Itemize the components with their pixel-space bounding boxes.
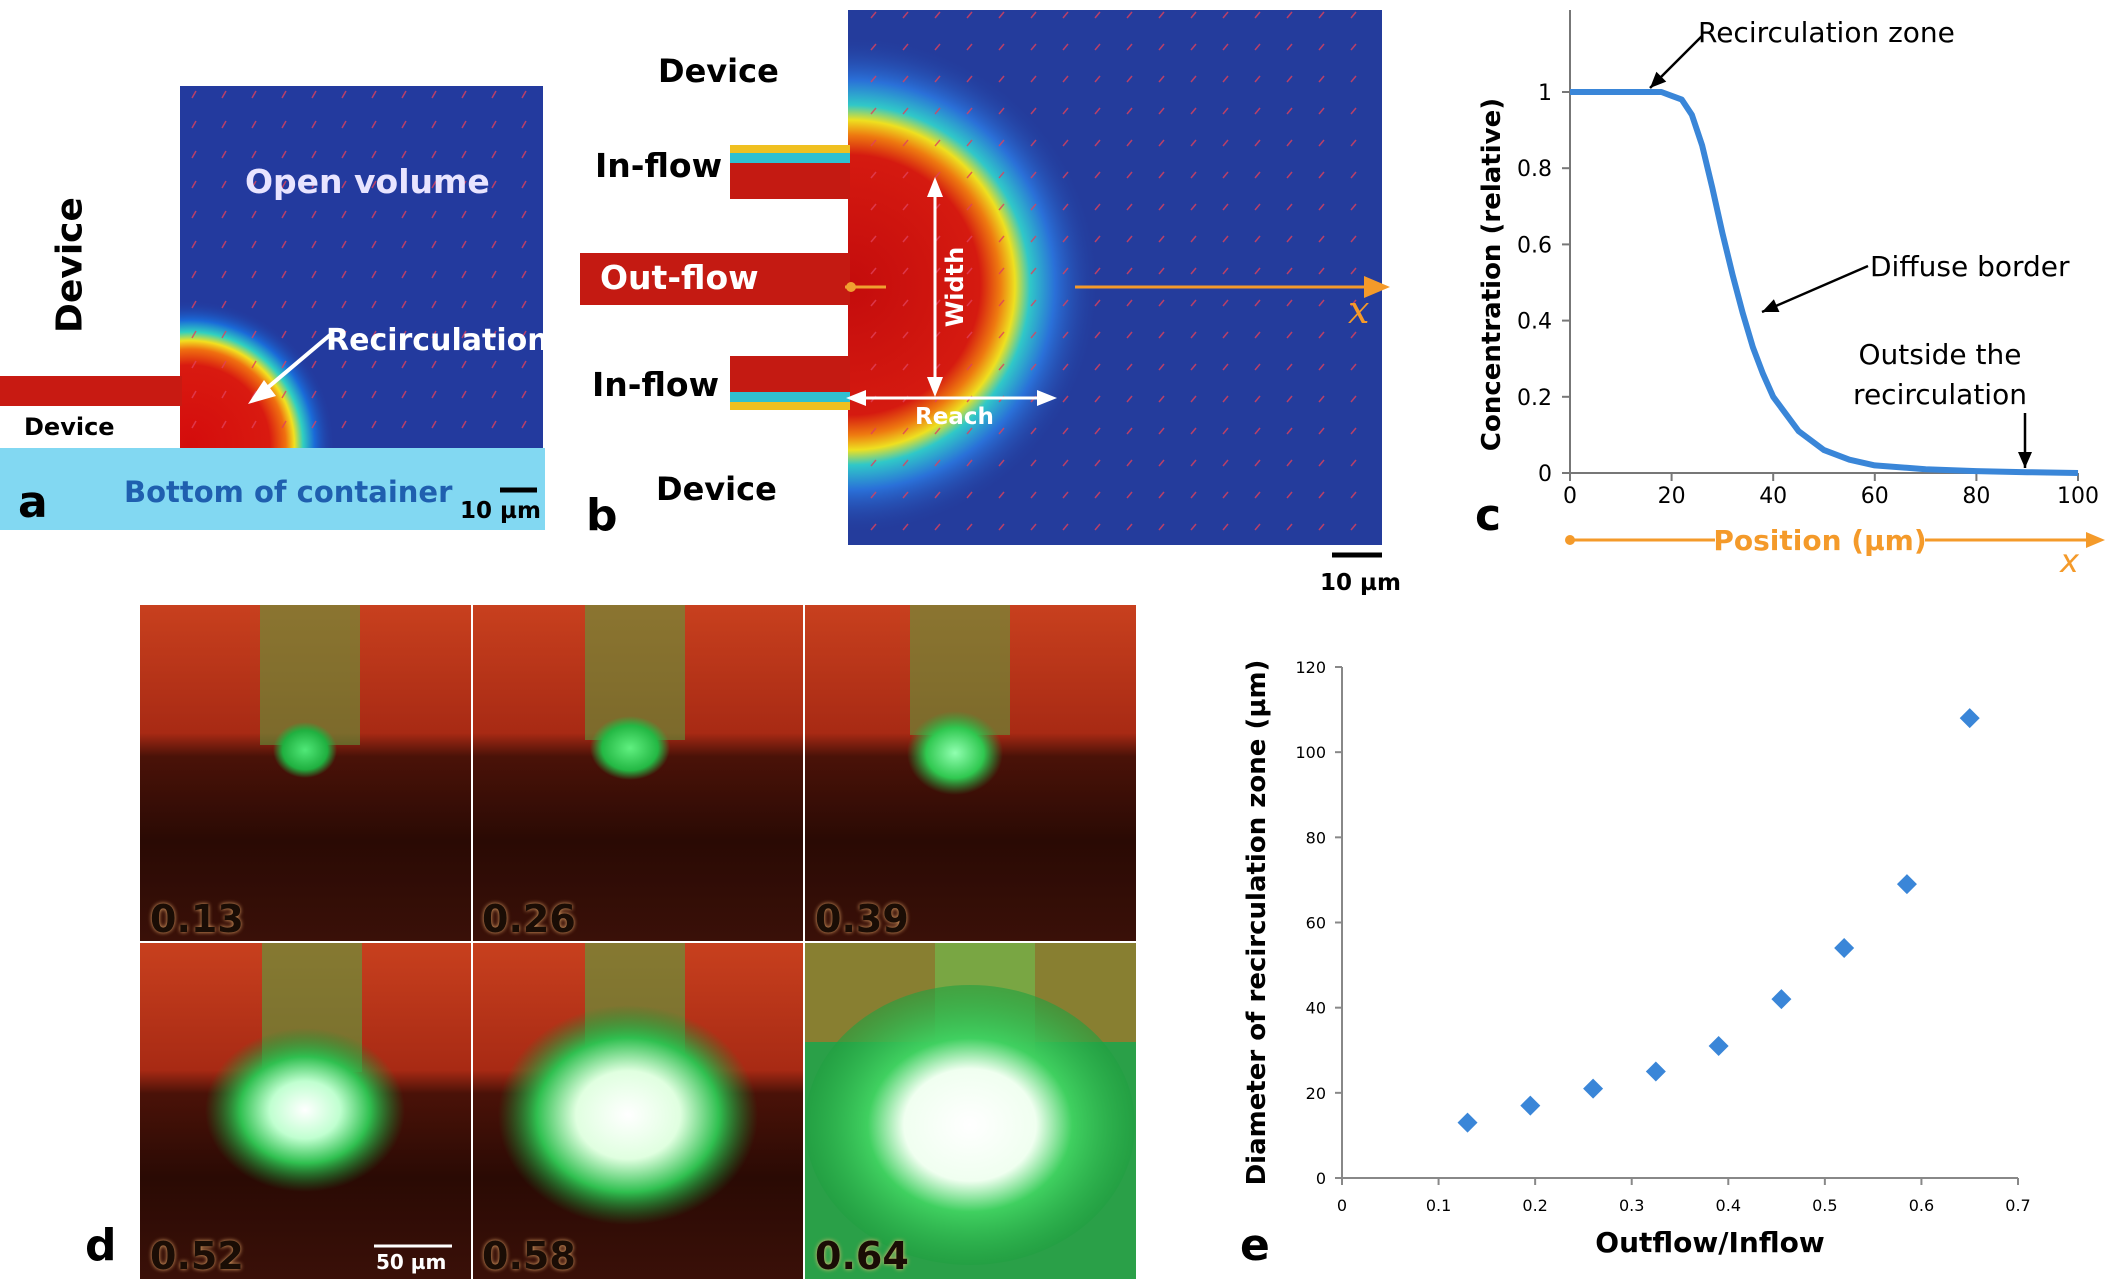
panel-d-scale: 50 µm bbox=[376, 1250, 447, 1274]
c-annotation-diffuse: Diffuse border bbox=[1870, 250, 2070, 283]
panel-b-sim bbox=[580, 10, 1390, 558]
panel-a-device-vertical: Device bbox=[49, 197, 91, 333]
panel-a-recirculation: Recirculation bbox=[326, 323, 549, 358]
panel-a: Device Open volume Recirculation Device … bbox=[0, 80, 549, 550]
c-position-arrowhead bbox=[2086, 532, 2105, 548]
e-data-point bbox=[1645, 1061, 1666, 1082]
e-data-point bbox=[1834, 938, 1855, 959]
photo-064 bbox=[804, 942, 1136, 1279]
c-arrow-recirc-head bbox=[1650, 71, 1667, 88]
e-y-tick-label: 120 bbox=[1295, 658, 1326, 677]
photo-value-5: 0.58 bbox=[482, 1234, 576, 1278]
e-data-point bbox=[1771, 989, 1792, 1010]
c-arrow-diffuse bbox=[1761, 264, 1869, 314]
photo-039 bbox=[804, 605, 1136, 942]
c-x-tick-label: 40 bbox=[1759, 484, 1787, 509]
panel-b-device-bottom: Device bbox=[656, 470, 777, 508]
e-y-axis-title: Diameter of recirculation zone (µm) bbox=[1242, 660, 1272, 1186]
c-series-line bbox=[1570, 89, 2079, 476]
e-x-tick-label: 0.2 bbox=[1522, 1196, 1547, 1215]
c-x-tick-label: 100 bbox=[2057, 484, 2099, 509]
photo-value-1: 0.13 bbox=[150, 897, 244, 941]
photo-026 bbox=[472, 605, 804, 942]
c-x-tick-label: 60 bbox=[1861, 484, 1889, 509]
e-y-tick-label: 40 bbox=[1306, 999, 1326, 1018]
panel-c-letter: c bbox=[1475, 490, 1502, 541]
e-data-point bbox=[1959, 708, 1980, 729]
e-x-tick-label: 0.4 bbox=[1716, 1196, 1741, 1215]
c-x-tick-label: 0 bbox=[1563, 484, 1577, 509]
panel-b-inflow-bottom: In-flow bbox=[592, 365, 720, 404]
photo-052 bbox=[140, 942, 472, 1279]
c-annotation-outside-1: Outside the bbox=[1859, 338, 2022, 371]
panel-a-device-bottom: Device bbox=[24, 413, 115, 441]
panel-e-letter: e bbox=[1240, 1220, 1270, 1271]
panel-a-bottom-container: Bottom of container bbox=[124, 475, 453, 509]
panel-a-channel bbox=[0, 376, 182, 406]
c-y-axis-title: Concentration (relative) bbox=[1477, 98, 1507, 451]
c-y-tick-label: 0.4 bbox=[1517, 310, 1552, 335]
c-arrow-outside-head bbox=[2018, 452, 2032, 468]
panel-a-open-volume: Open volume bbox=[245, 162, 490, 201]
panel-b-reach-label: Reach bbox=[915, 404, 994, 430]
panel-b-scale: 10 µm bbox=[1320, 570, 1401, 596]
c-x-symbol: x bbox=[2059, 542, 2080, 580]
panel-d: 0.13 0.26 0.39 0.52 0.58 0.64 50 µm d bbox=[0, 605, 1150, 1279]
panel-b-outflow-channel bbox=[580, 253, 850, 305]
panel-b-device-top: Device bbox=[658, 52, 779, 90]
panel-b-x-symbol: x bbox=[1348, 288, 1370, 332]
e-y-tick-label: 60 bbox=[1306, 914, 1326, 933]
panel-d-photos bbox=[140, 605, 1136, 1279]
chart-concentration: 0 0.2 0.4 0.6 0.8 1 0 20 40 60 80 100 Concentration … bbox=[1477, 10, 2105, 580]
photo-value-6: 0.64 bbox=[815, 1234, 909, 1278]
panel-b-outflow: Out-flow bbox=[600, 258, 759, 297]
c-x-tick-label: 20 bbox=[1658, 484, 1686, 509]
e-x-axis-title: Outflow/Inflow bbox=[1595, 1226, 1824, 1259]
c-annotation-recirc-zone: Recirculation zone bbox=[1698, 16, 1955, 49]
c-x-axis-title: Position (µm) bbox=[1713, 524, 1926, 557]
e-x-tick-label: 0 bbox=[1337, 1196, 1347, 1215]
e-y-tick-label: 100 bbox=[1295, 743, 1326, 762]
c-y-tick-label: 1 bbox=[1538, 81, 1552, 106]
e-data-point bbox=[1708, 1035, 1729, 1056]
panel-a-container-bottom bbox=[0, 448, 545, 530]
panel-a-scale: 10 µm bbox=[460, 498, 541, 524]
e-x-tick-label: 0.6 bbox=[1909, 1196, 1934, 1215]
e-y-tick-label: 0 bbox=[1316, 1169, 1326, 1188]
photo-value-2: 0.26 bbox=[482, 897, 576, 941]
c-annotation-outside-2: recirculation bbox=[1853, 378, 2027, 411]
e-x-tick-label: 0.7 bbox=[2005, 1196, 2030, 1215]
photo-058 bbox=[472, 942, 804, 1279]
e-data-point bbox=[1583, 1078, 1604, 1099]
panel-a-letter: a bbox=[18, 477, 48, 528]
chart-diameter: 0 20 40 60 80 100 120 0 0.1 0.2 0.3 0.4 0.5 0.6 0.7 Dia… bbox=[1242, 658, 2031, 1259]
photo-value-4: 0.52 bbox=[150, 1234, 244, 1278]
panel-d-letter: d bbox=[85, 1220, 117, 1271]
e-y-tick-label: 20 bbox=[1306, 1084, 1326, 1103]
panel-b-width-label: Width bbox=[941, 246, 969, 328]
panel-b: Device In-flow Out-flow In-flow Device b… bbox=[570, 0, 1410, 600]
e-y-tick-label: 80 bbox=[1306, 828, 1326, 847]
e-x-tick-label: 0.3 bbox=[1619, 1196, 1644, 1215]
c-y-tick-label: 0.2 bbox=[1517, 386, 1552, 411]
panel-b-letter: b bbox=[586, 490, 618, 541]
panel-b-inflow-top: In-flow bbox=[595, 146, 723, 185]
photo-value-3: 0.39 bbox=[815, 897, 909, 941]
c-y-tick-label: 0.6 bbox=[1517, 233, 1552, 258]
c-y-tick-label: 0.8 bbox=[1517, 157, 1552, 182]
e-x-tick-label: 0.5 bbox=[1812, 1196, 1837, 1215]
photo-013 bbox=[140, 605, 472, 942]
c-y-tick-label: 0 bbox=[1538, 462, 1552, 487]
e-data-point bbox=[1520, 1095, 1541, 1116]
c-x-tick-label: 80 bbox=[1962, 484, 1990, 509]
e-data-point bbox=[1896, 874, 1917, 895]
e-data-point bbox=[1457, 1112, 1478, 1133]
c-arrow-diffuse-head bbox=[1762, 299, 1780, 313]
e-x-tick-label: 0.1 bbox=[1426, 1196, 1451, 1215]
panel-a-sim bbox=[0, 86, 545, 530]
